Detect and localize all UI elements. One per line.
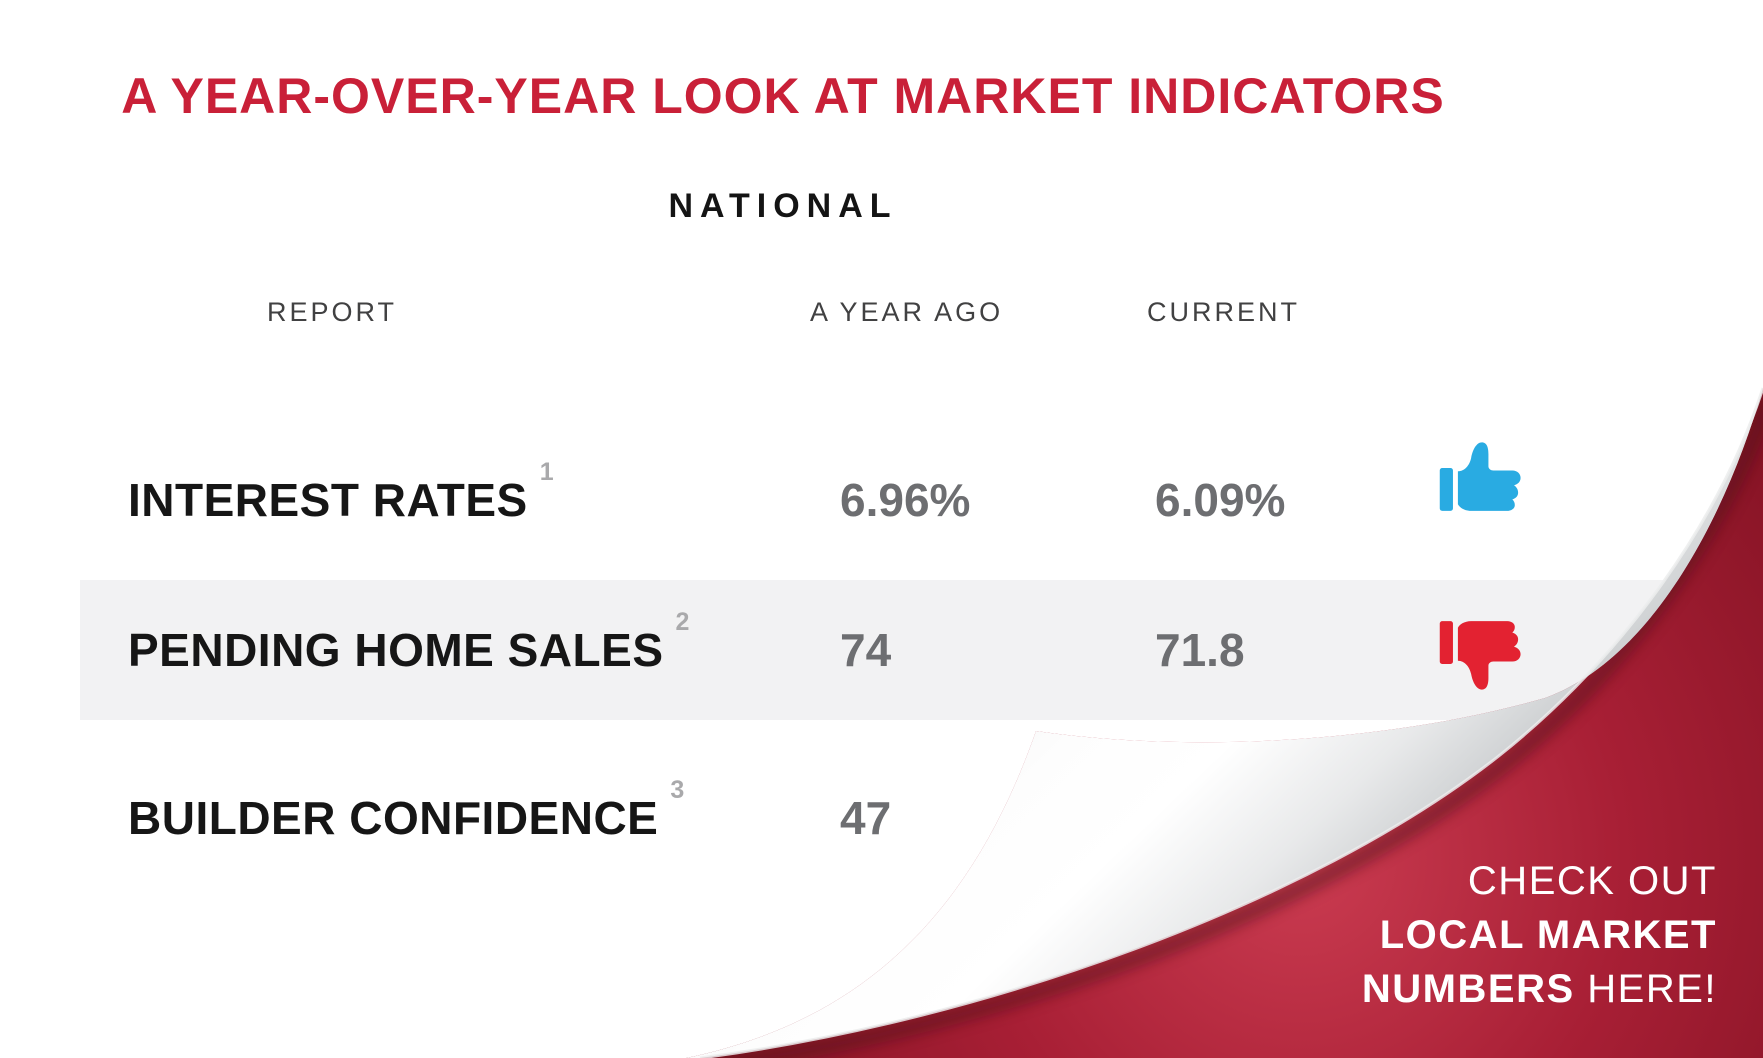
table-row: PENDING HOME SALES 2 74 71.8 [0, 609, 1763, 690]
column-header-year-ago: A YEAR AGO [810, 297, 1004, 327]
year-ago-value: 74 [840, 624, 892, 676]
cta-line-2: LOCAL MARKET [1379, 913, 1717, 957]
region-label: NATIONAL [668, 187, 898, 225]
thumbs-down-icon [1439, 621, 1521, 690]
page-title: A YEAR-OVER-YEAR LOOK AT MARKET INDICATO… [121, 68, 1445, 124]
report-name-text: PENDING HOME SALES [128, 624, 664, 676]
cta-line-3-regular: HERE! [1574, 967, 1717, 1011]
report-name: PENDING HOME SALES 2 [128, 609, 690, 678]
cta-line-1: CHECK OUT [1467, 859, 1717, 903]
thumbs-up-icon [1439, 442, 1521, 511]
curled-page-sheet [686, 388, 1763, 1058]
year-ago-value: 6.96% [840, 474, 971, 526]
cta-line-3-bold: NUMBERS [1361, 967, 1575, 1011]
footnote-marker: 3 [670, 775, 685, 804]
report-name: INTEREST RATES 1 [128, 459, 554, 528]
report-name: BUILDER CONFIDENCE 3 [128, 777, 685, 846]
table-row: BUILDER CONFIDENCE 3 47 [0, 777, 1763, 846]
year-ago-value: 47 [840, 792, 892, 844]
current-value: 71.8 [1155, 624, 1245, 676]
report-name-text: BUILDER CONFIDENCE [128, 792, 659, 844]
column-header-report: REPORT [267, 297, 398, 327]
column-header-current: CURRENT [1147, 297, 1300, 327]
current-value: 6.09% [1155, 474, 1286, 526]
table-row: INTEREST RATES 1 6.96% 6.09% [0, 442, 1763, 528]
report-name-text: INTEREST RATES [128, 474, 528, 526]
local-market-cta[interactable]: CHECK OUT LOCAL MARKET NUMBERS HERE! [1362, 854, 1717, 1016]
footnote-marker: 2 [675, 607, 690, 636]
footnote-marker: 1 [539, 457, 555, 486]
cta-line-3: NUMBERS HERE! [1362, 962, 1717, 1016]
